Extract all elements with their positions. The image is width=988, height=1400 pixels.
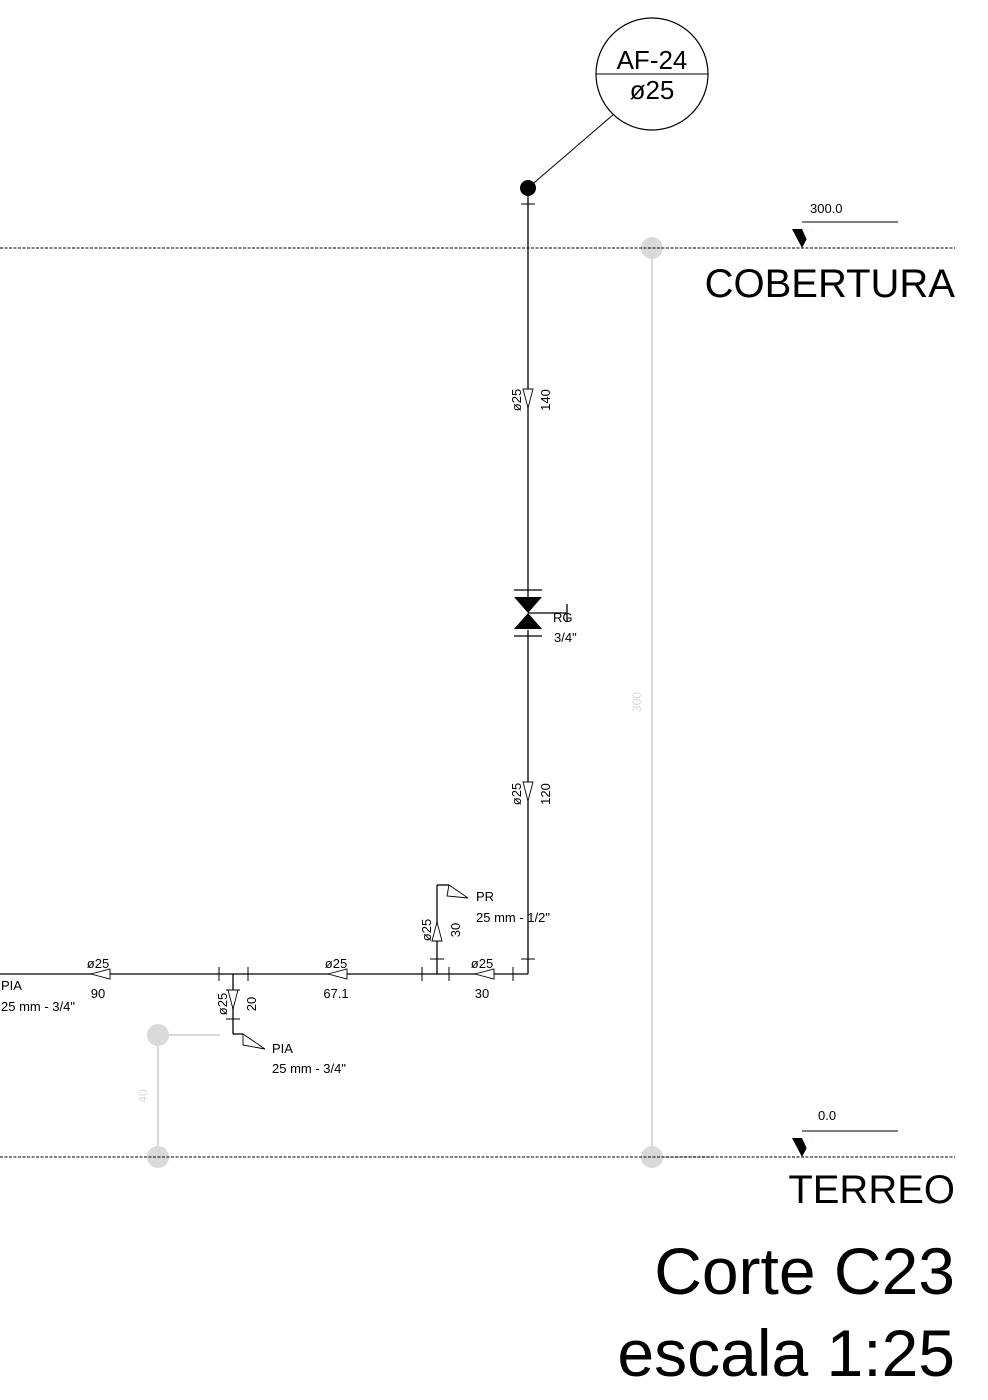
tag-id: AF-24 <box>617 45 688 75</box>
level-cobertura: 300.0 COBERTURA <box>0 201 955 306</box>
valve-body-top <box>514 597 542 613</box>
segment-67-length: 67.1 <box>323 986 348 1001</box>
pr-fixture-arrow <box>446 884 469 899</box>
segment-67-diameter: ø25 <box>325 956 347 971</box>
pr-branch: ø25 30 PR 25 mm - 1/2" <box>419 884 550 974</box>
flow-arrow-30h <box>473 968 495 980</box>
flow-arrow-90 <box>89 968 111 980</box>
horizontal-branch: ø25 90 ø25 67.1 ø25 30 <box>0 956 535 1001</box>
pia-left-spec: 25 mm - 3/4" <box>1 999 75 1014</box>
tag-diameter: ø25 <box>630 75 675 105</box>
segment-90-diameter: ø25 <box>87 956 109 971</box>
segment-140-length: 140 <box>538 389 553 411</box>
pia-left-end: PIA 25 mm - 3/4" <box>1 978 75 1014</box>
terreo-elevation: 0.0 <box>818 1108 836 1123</box>
flow-arrow-30v <box>431 920 443 942</box>
segment-120-length: 120 <box>538 783 553 805</box>
cobertura-label: COBERTURA <box>705 262 956 306</box>
left-height-label: 40 <box>136 1089 150 1103</box>
segment-30v-diameter: ø25 <box>419 919 434 941</box>
level-terreo: 0.0 TERREO <box>0 1108 955 1212</box>
pia-spec: 25 mm - 3/4" <box>272 1061 346 1076</box>
segment-140-diameter: ø25 <box>509 389 524 411</box>
pr-spec: 25 mm - 1/2" <box>476 910 550 925</box>
main-height-label: 300 <box>630 692 644 712</box>
valve-body-bottom <box>514 613 542 629</box>
segment-90-length: 90 <box>91 986 105 1001</box>
segment-30h-length: 30 <box>475 986 489 1001</box>
terreo-label: TERREO <box>788 1168 955 1212</box>
valve-code: RG <box>553 610 573 625</box>
pia-branch-down: ø25 20 PIA 25 mm - 3/4" <box>215 974 346 1076</box>
drawing-title: Corte C23 escala 1:25 <box>617 1234 955 1390</box>
flow-arrow-67 <box>326 968 348 980</box>
pia-left-code: PIA <box>1 978 22 993</box>
cobertura-elevation: 300.0 <box>810 201 843 216</box>
section-title: Corte C23 <box>654 1234 955 1308</box>
pia-code: PIA <box>272 1041 293 1056</box>
segment-30h-diameter: ø25 <box>471 956 493 971</box>
flow-arrow-120 <box>522 781 534 803</box>
segment-20-length: 20 <box>244 997 259 1011</box>
section-scale: escala 1:25 <box>617 1316 955 1390</box>
left-dimension-top-node <box>147 1024 169 1046</box>
flow-arrow-140 <box>522 388 534 410</box>
segment-20-diameter: ø25 <box>215 993 230 1015</box>
valve-size: 3/4" <box>554 630 577 645</box>
tag-leader-dot <box>520 180 536 196</box>
segment-120-diameter: ø25 <box>509 783 524 805</box>
reference-dimensions: 300 40 <box>136 237 712 1168</box>
gate-valve: RG 3/4" <box>514 589 577 645</box>
tag-leader <box>527 113 615 189</box>
main-dimension-top-node <box>641 237 663 259</box>
cobertura-level-marker-inner <box>802 229 812 240</box>
vertical-riser: ø25 140 ø25 120 <box>509 196 553 974</box>
segment-30v-length: 30 <box>448 923 463 937</box>
pr-code: PR <box>476 889 494 904</box>
pia-fixture-arrow <box>242 1033 266 1050</box>
terreo-level-marker-inner <box>802 1138 812 1149</box>
flow-arrow-20 <box>227 989 239 1011</box>
pipe-tag-bubble: AF-24 ø25 <box>520 17 709 196</box>
